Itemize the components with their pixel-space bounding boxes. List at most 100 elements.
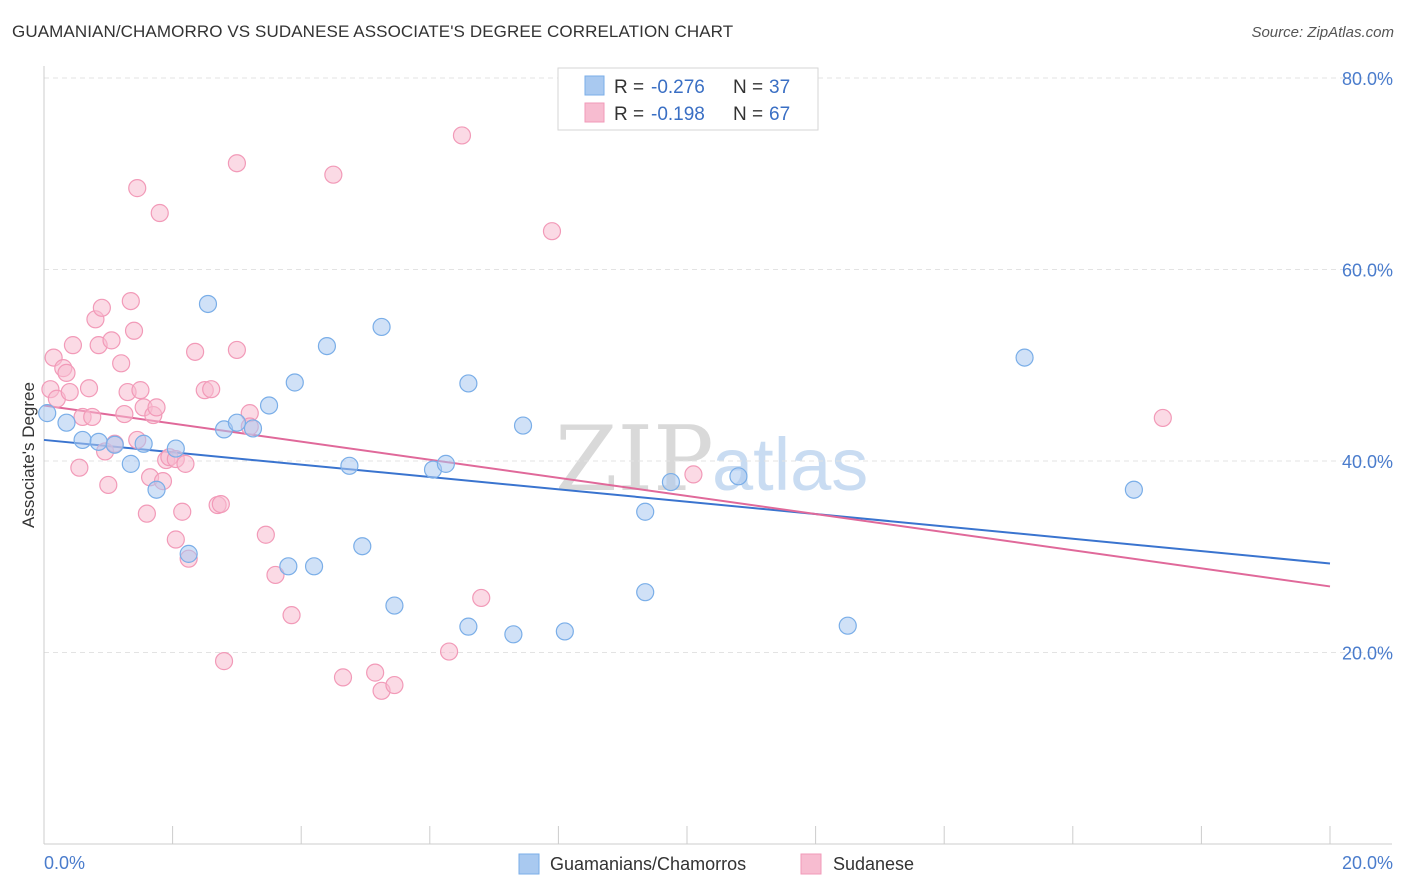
guamanian-point	[372, 317, 391, 337]
guamanian-point	[198, 294, 218, 314]
guamanian-point	[285, 373, 304, 392]
bottom-legend-swatch-blue	[518, 853, 540, 875]
sudanese-point	[112, 354, 131, 373]
x-tick-label: 0.0%	[44, 853, 85, 873]
legend-n-value-1: 37	[769, 77, 790, 98]
guamanian-point	[729, 467, 748, 486]
guamanian-point	[436, 454, 455, 473]
sudanese-point	[366, 663, 385, 682]
legend-r-label-2: R =	[614, 104, 644, 125]
sudanese-point	[147, 398, 166, 417]
guamanian-point	[227, 413, 246, 432]
guamanian-point	[57, 413, 76, 432]
sudanese-point	[63, 336, 83, 355]
axes	[43, 66, 1392, 845]
sudanese-point	[214, 652, 234, 671]
watermark-atlas: atlas	[712, 423, 868, 506]
guamanian-point	[385, 596, 404, 615]
legend-r-value-1: -0.276	[651, 77, 705, 98]
guamanian-point	[147, 480, 166, 499]
guamanian-point	[317, 337, 337, 356]
watermark-zip: ZIP	[555, 407, 714, 512]
sudanese-point	[211, 494, 230, 514]
guamanian-point	[105, 435, 124, 454]
guamanian-point	[353, 537, 372, 556]
guamanian-point	[636, 583, 655, 602]
stats-legend: R = -0.276 N = 37 R = -0.198 N = 67	[557, 67, 819, 131]
sudanese-point	[202, 380, 221, 399]
sudanese-point	[60, 382, 79, 402]
series-legend: Guamanians/Chamorros Sudanese	[518, 853, 914, 875]
sudanese-point	[79, 379, 99, 398]
sudanese-point	[439, 642, 459, 661]
sudanese-point	[70, 458, 89, 477]
legend-n-value-2: 67	[769, 104, 790, 125]
guamanian-point	[513, 416, 533, 435]
guamanian-point	[166, 439, 185, 458]
sudanese-point	[137, 504, 156, 523]
guamanian-point	[459, 617, 478, 636]
guamanian-point	[38, 404, 57, 423]
sudanese-point	[227, 340, 246, 360]
guamanian-point	[121, 454, 140, 473]
guamanian-point	[838, 616, 857, 635]
x-tick-label: 20.0%	[1342, 853, 1393, 873]
guamanian-point	[555, 622, 574, 641]
sudanese-point	[92, 298, 111, 317]
guamanian-point	[1015, 348, 1034, 367]
data-points	[38, 126, 1172, 700]
bottom-legend-swatch-pink	[800, 853, 822, 875]
guamanian-point	[636, 502, 655, 521]
sudanese-point	[115, 404, 134, 424]
tick-labels: 20.0% 40.0% 60.0% 80.0% 0.0% 20.0%	[44, 69, 1393, 873]
guamanian-point	[1124, 480, 1143, 499]
guamanian-point	[661, 472, 681, 492]
legend-n-label-2: N =	[733, 104, 763, 125]
y-tick-label: 40.0%	[1342, 452, 1393, 472]
sudanese-point	[452, 126, 472, 145]
sudanese-point	[121, 291, 140, 311]
legend-r-label-1: R =	[614, 77, 644, 98]
sudanese-point	[186, 342, 205, 361]
guamanian-point	[340, 456, 359, 475]
guamanian-point	[243, 419, 263, 438]
sudanese-point	[57, 363, 76, 383]
y-axis-label: Associate's Degree	[19, 382, 38, 528]
guamanian-point	[459, 374, 478, 393]
sudanese-point	[131, 381, 150, 400]
sudanese-point	[256, 525, 275, 544]
sudanese-point	[542, 222, 562, 241]
sudanese-point	[282, 606, 301, 625]
sudanese-point	[83, 407, 102, 427]
sudanese-point	[128, 179, 147, 198]
sudanese-point	[472, 588, 491, 608]
legend-swatch-blue	[584, 75, 605, 96]
legend-n-label-1: N =	[733, 77, 763, 98]
legend-swatch-pink	[584, 102, 605, 123]
guamanian-point	[89, 432, 108, 451]
bottom-legend-label-1: Guamanians/Chamorros	[550, 854, 746, 874]
sudanese-point	[333, 668, 353, 687]
chart-title: GUAMANIAN/CHAMORRO VS SUDANESE ASSOCIATE…	[12, 22, 734, 41]
sudanese-point	[166, 530, 185, 549]
sudanese-point	[150, 203, 169, 223]
y-tick-label: 60.0%	[1342, 261, 1393, 281]
sudanese-point	[684, 465, 703, 484]
sudanese-point	[385, 675, 404, 695]
sudanese-point	[124, 321, 144, 340]
source-label: Source: ZipAtlas.com	[1251, 24, 1394, 41]
sudanese-point	[99, 475, 118, 495]
sudanese-point	[176, 454, 195, 473]
y-tick-label: 80.0%	[1342, 69, 1393, 89]
sudanese-point	[102, 331, 121, 350]
legend-r-value-2: -0.198	[651, 104, 705, 125]
sudanese-point	[173, 502, 192, 521]
sudanese-point	[266, 565, 285, 585]
guamanian-point	[279, 557, 298, 576]
guamanian-point	[73, 430, 92, 450]
guamanian-point	[304, 557, 324, 576]
y-tick-label: 20.0%	[1342, 644, 1393, 664]
sudanese-point	[324, 165, 343, 184]
sudanese-point	[227, 154, 246, 173]
bottom-legend-label-2: Sudanese	[833, 854, 914, 874]
